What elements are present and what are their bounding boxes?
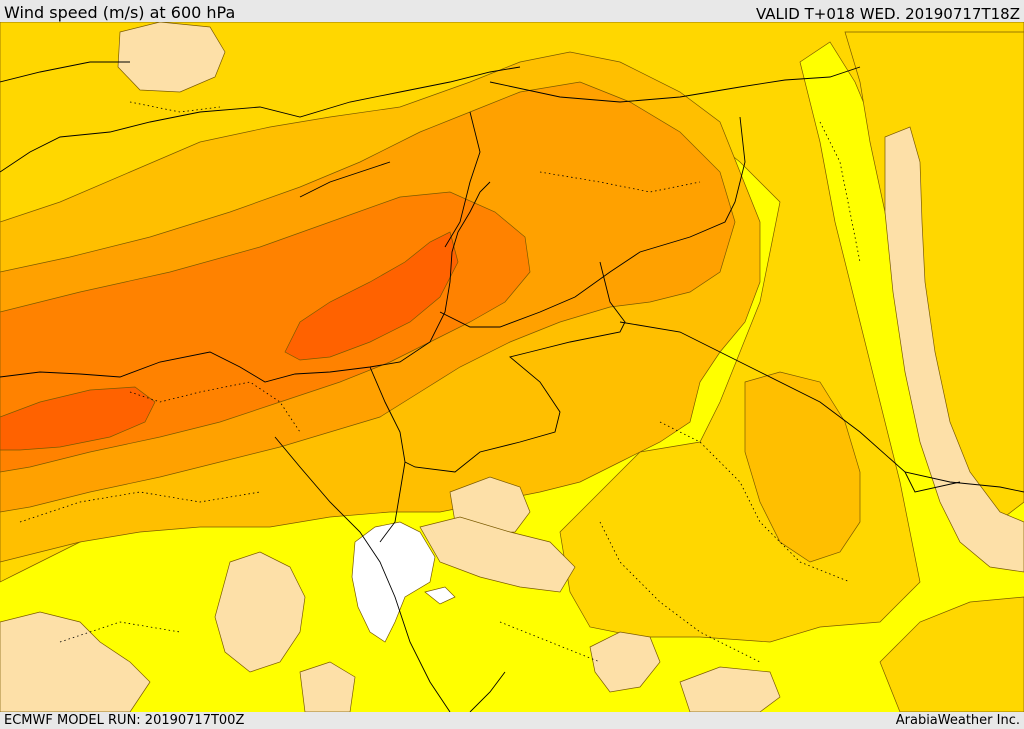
band-orange-east-patch	[744, 371, 861, 563]
band-tan-south-1	[589, 631, 661, 693]
band-white-small	[424, 586, 456, 605]
country-borders	[369, 66, 1024, 493]
band-tan-south-2	[679, 666, 781, 712]
band-tan-central-3	[419, 516, 576, 593]
footer-bar: ECMWF MODEL RUN: 20190717T00Z ArabiaWeat…	[0, 712, 1024, 729]
band-gold-southeast	[879, 596, 1024, 712]
credit-label: ArabiaWeather Inc.	[895, 713, 1020, 728]
admin-boundaries	[19, 101, 861, 663]
band-white-lowest	[351, 521, 436, 643]
band-tan-southwest	[0, 611, 151, 712]
band-tan-south-3	[299, 661, 356, 712]
wind-speed-map	[0, 22, 1024, 712]
band-tan-central-1	[214, 551, 306, 673]
map-canvas	[0, 22, 1024, 712]
coastlines	[0, 61, 521, 712]
band-tan-northwest	[117, 22, 226, 93]
band-tan-east-ribbon	[884, 126, 1024, 573]
band-red-orange-core-south	[0, 386, 156, 451]
valid-time-label: VALID T+018 WED. 20190717T18Z	[755, 5, 1020, 23]
map-title: Wind speed (m/s) at 600 hPa	[4, 3, 236, 22]
header-bar: Wind speed (m/s) at 600 hPa VALID T+018 …	[0, 0, 1024, 23]
model-run-label: ECMWF MODEL RUN: 20190717T00Z	[4, 713, 245, 728]
band-red-orange-core-north	[284, 231, 459, 361]
